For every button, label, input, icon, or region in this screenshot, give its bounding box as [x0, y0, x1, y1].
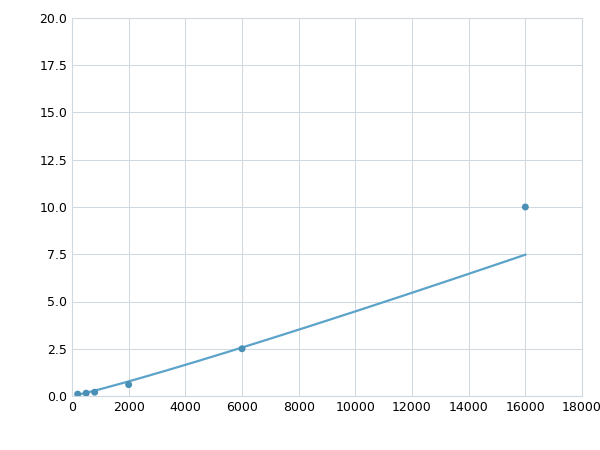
Point [124, 381, 133, 388]
Point [73, 391, 82, 398]
Point [521, 203, 530, 211]
Point [237, 345, 247, 352]
Point [90, 389, 100, 396]
Point [82, 390, 91, 397]
